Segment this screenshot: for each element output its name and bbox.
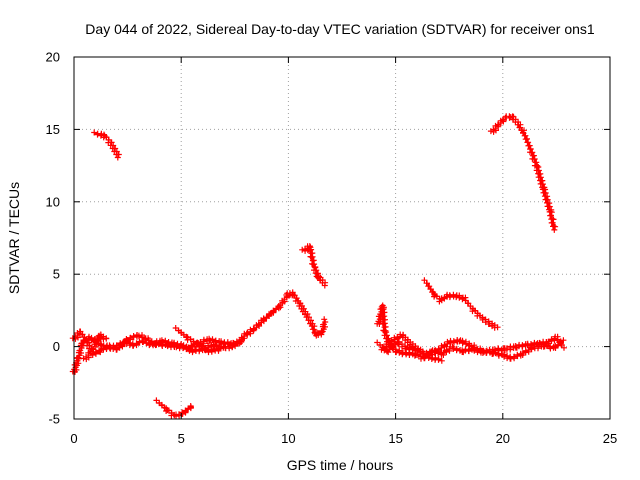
x-tick-label: 25 [603, 431, 617, 446]
series-track-g [299, 243, 329, 289]
x-tick-label: 15 [388, 431, 402, 446]
y-tick-label: 20 [46, 50, 60, 65]
series-track-e [91, 129, 122, 161]
y-tick-label: 5 [53, 267, 60, 282]
axis-ticks: 0 5 10 15 20 25 -5 0 5 10 15 20 [46, 50, 618, 447]
chart-title: Day 044 of 2022, Sidereal Day-to-day VTE… [85, 21, 595, 37]
y-tick-label: -5 [48, 412, 60, 427]
data-series [69, 113, 567, 420]
y-tick-label: 0 [53, 339, 60, 354]
gridlines [74, 57, 610, 419]
series-track-l [487, 113, 559, 233]
series-track-a [69, 289, 329, 375]
x-axis-label: GPS time / hours [287, 457, 394, 473]
plot-frame [73, 56, 611, 420]
series-track-f [153, 397, 194, 420]
y-tick-label: 10 [46, 194, 60, 209]
series-track-k [421, 277, 501, 331]
y-axis-label: SDTVAR / TECUs [6, 182, 22, 294]
x-tick-label: 0 [70, 431, 77, 446]
x-tick-label: 10 [281, 431, 295, 446]
y-tick-label: 15 [46, 122, 60, 137]
series-track-j [378, 331, 445, 364]
series-track-d [172, 325, 222, 356]
x-tick-label: 20 [496, 431, 510, 446]
x-tick-label: 5 [178, 431, 185, 446]
series-track-c [80, 331, 110, 363]
